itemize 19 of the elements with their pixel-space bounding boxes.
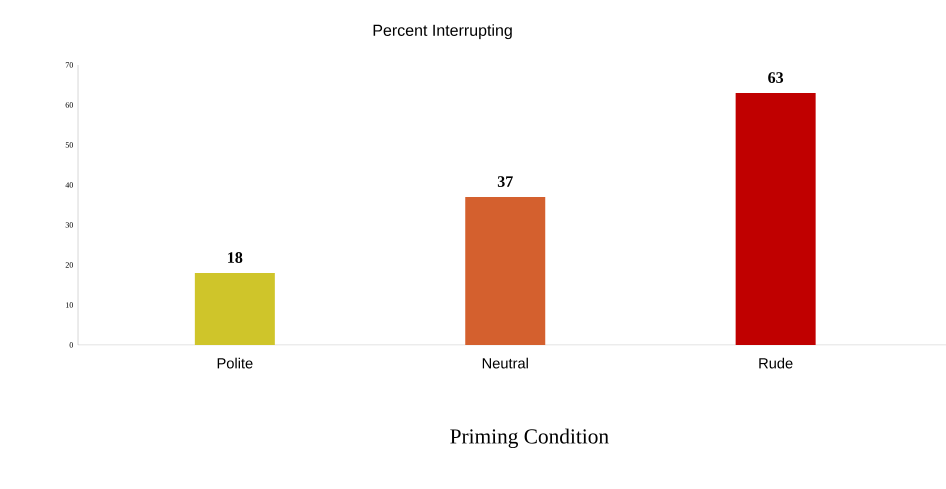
data-label: 18 <box>228 252 242 263</box>
y-tick-label: 20 <box>66 262 74 268</box>
y-tick-label: 70 <box>66 62 74 68</box>
data-label: 63 <box>768 72 784 83</box>
y-tick-label: 10 <box>66 302 74 308</box>
y-tick-label: 40 <box>65 182 74 188</box>
bar <box>736 93 816 345</box>
chart-title: Percent Interrupting <box>374 24 512 40</box>
x-tick-label: Neutral <box>482 358 528 368</box>
data-label: 37 <box>498 176 513 187</box>
x-tick-label: Rude <box>759 358 793 368</box>
x-tick-label: Polite <box>218 358 253 368</box>
x-axis-title: Priming Condition <box>450 428 609 448</box>
bar <box>194 272 275 345</box>
bar <box>465 196 546 345</box>
y-tick-label: 30 <box>66 222 74 228</box>
y-tick-label: 0 <box>70 342 74 348</box>
y-tick-label: 60 <box>66 102 74 108</box>
y-tick-label: 50 <box>66 142 74 148</box>
